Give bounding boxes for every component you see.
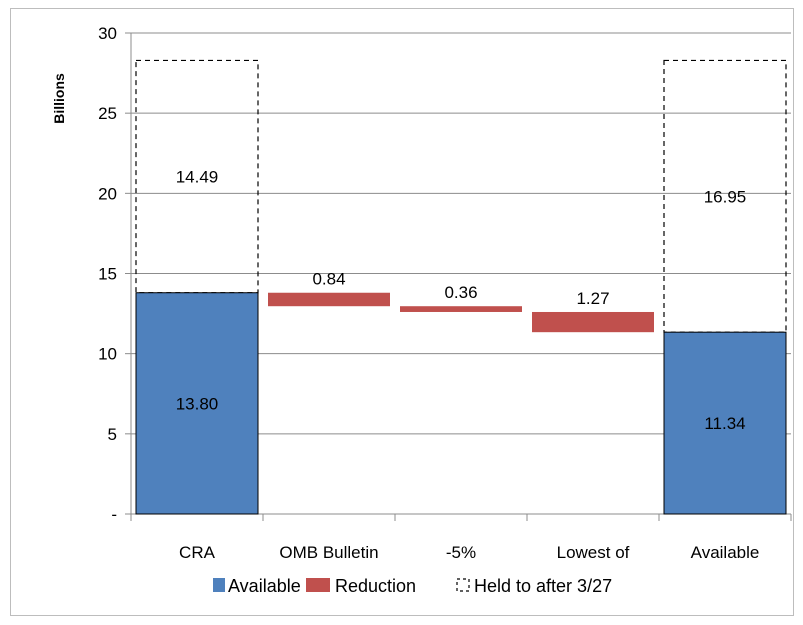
legend-label-held: Held to after 3/27 bbox=[474, 576, 612, 596]
x-tick-label: Lowest of bbox=[557, 543, 630, 562]
y-tick-label: 20 bbox=[98, 184, 117, 203]
legend-swatch-reduction bbox=[306, 578, 330, 592]
y-tick-label: 5 bbox=[108, 425, 117, 444]
available-data-label: 13.80 bbox=[176, 394, 219, 413]
x-tick-label: OMB Bulletin bbox=[279, 543, 378, 562]
available-bar bbox=[663, 331, 787, 515]
x-tick-label: -5% bbox=[446, 543, 476, 562]
reduction-bar bbox=[532, 311, 654, 333]
y-tick-label: 25 bbox=[98, 104, 117, 123]
legend-label-reduction: Reduction bbox=[335, 576, 416, 596]
y-axis-title: Billions bbox=[51, 73, 67, 124]
held-data-label: 14.49 bbox=[176, 168, 219, 187]
legend-label-available: Available bbox=[228, 576, 301, 596]
available-bar bbox=[135, 292, 259, 515]
y-tick-label: 30 bbox=[98, 24, 117, 43]
y-tick-label: 10 bbox=[98, 345, 117, 364]
x-tick-label: Available bbox=[691, 543, 760, 562]
x-tick-label: CRA bbox=[179, 543, 216, 562]
reduction-data-label: 0.36 bbox=[444, 283, 477, 302]
legend-swatch-available bbox=[213, 578, 225, 592]
reduction-bar bbox=[400, 306, 522, 312]
reduction-bar bbox=[268, 292, 390, 307]
available-data-label: 11.34 bbox=[704, 414, 745, 433]
y-tick-label: - bbox=[111, 505, 117, 524]
reduction-data-label: 1.27 bbox=[576, 289, 609, 308]
reduction-data-label: 0.84 bbox=[312, 270, 345, 289]
held-data-label: 16.95 bbox=[704, 187, 747, 206]
y-tick-label: 15 bbox=[98, 265, 117, 284]
legend-swatch-held bbox=[456, 578, 470, 592]
